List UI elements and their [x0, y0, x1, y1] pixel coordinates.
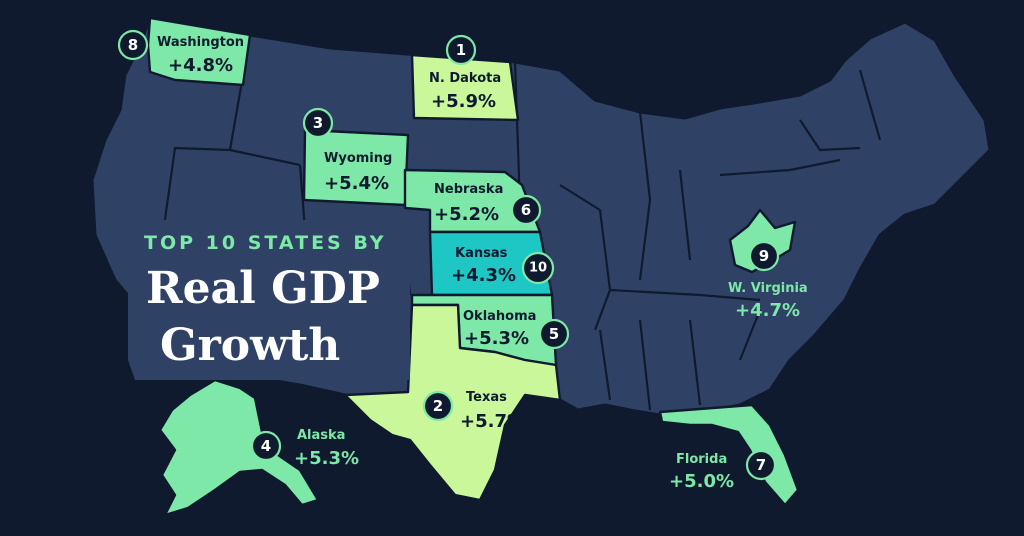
state-value: +4.3%: [451, 265, 516, 286]
state-labels: 8 Washington +4.8% 1 N. Dakota +5.9% 3 W…: [117, 29, 808, 492]
state-name: Kansas: [455, 246, 508, 261]
state-name: Wyoming: [324, 151, 392, 166]
state-name: Oklahoma: [463, 309, 536, 324]
state-name: Florida: [676, 452, 727, 467]
rank-number: 6: [521, 201, 531, 219]
rank-badge: [302, 107, 334, 139]
rank-badge: [521, 251, 555, 285]
state-name: N. Dakota: [429, 71, 501, 86]
title-line-2: Growth: [160, 320, 340, 371]
rank-number: 1: [456, 41, 466, 59]
state-value: +5.3%: [294, 448, 359, 469]
state-value: +4.7%: [735, 300, 800, 321]
label-florida: Florida +5.0% 7: [669, 449, 777, 492]
state-value: +5.3%: [464, 328, 529, 349]
state-florida: [658, 403, 800, 507]
label-wyoming: 3 Wyoming +5.4%: [302, 107, 392, 194]
state-name: Alaska: [297, 428, 345, 443]
title-panel: [128, 220, 410, 380]
rank-badge: [422, 390, 454, 422]
rank-number: 5: [549, 325, 559, 343]
state-name: Texas: [466, 390, 507, 405]
rank-badge: [250, 430, 282, 462]
state-alaska: [158, 378, 320, 517]
rank-badge: [445, 34, 477, 66]
state-name: W. Virginia: [728, 281, 808, 296]
state-north-dakota: [410, 53, 520, 122]
rank-badge: [748, 240, 780, 272]
state-borders: [158, 34, 882, 411]
state-value: +5.4%: [324, 173, 389, 194]
state-name: Washington: [157, 35, 244, 50]
rank-badge: [538, 318, 570, 350]
rank-number: 3: [313, 114, 323, 132]
title-subtitle: TOP 10 STATES BY: [144, 232, 387, 254]
state-value: +5.0%: [669, 471, 734, 492]
label-texas: 2 Texas +5.7%: [422, 390, 525, 432]
rank-number: 4: [261, 437, 271, 455]
title-line-1: Real GDP: [146, 263, 380, 314]
rank-number: 2: [433, 397, 443, 415]
state-value: +5.7%: [460, 411, 525, 432]
rank-badge: [117, 29, 149, 61]
rank-number: 8: [128, 36, 138, 54]
label-west-virginia: 9 W. Virginia +4.7%: [728, 240, 808, 321]
state-name: Nebraska: [434, 182, 503, 197]
state-value: +5.9%: [431, 91, 496, 112]
label-nebraska: Nebraska +5.2% 6: [434, 182, 542, 226]
label-kansas: Kansas +4.3% 10: [451, 246, 555, 286]
state-value: +5.2%: [434, 204, 499, 225]
label-alaska: 4 Alaska +5.3%: [250, 428, 359, 469]
title-block: TOP 10 STATES BY Real GDP Growth: [144, 232, 387, 371]
state-value: +4.8%: [168, 55, 233, 76]
rank-badge: [745, 449, 777, 481]
label-north-dakota: 1 N. Dakota +5.9%: [429, 34, 501, 112]
rank-number: 9: [759, 247, 769, 265]
rank-badge: [510, 194, 542, 226]
rank-number: 10: [529, 261, 547, 276]
label-washington: 8 Washington +4.8%: [117, 29, 244, 76]
label-oklahoma: Oklahoma +5.3% 5: [463, 309, 570, 350]
rank-number: 7: [756, 456, 766, 474]
